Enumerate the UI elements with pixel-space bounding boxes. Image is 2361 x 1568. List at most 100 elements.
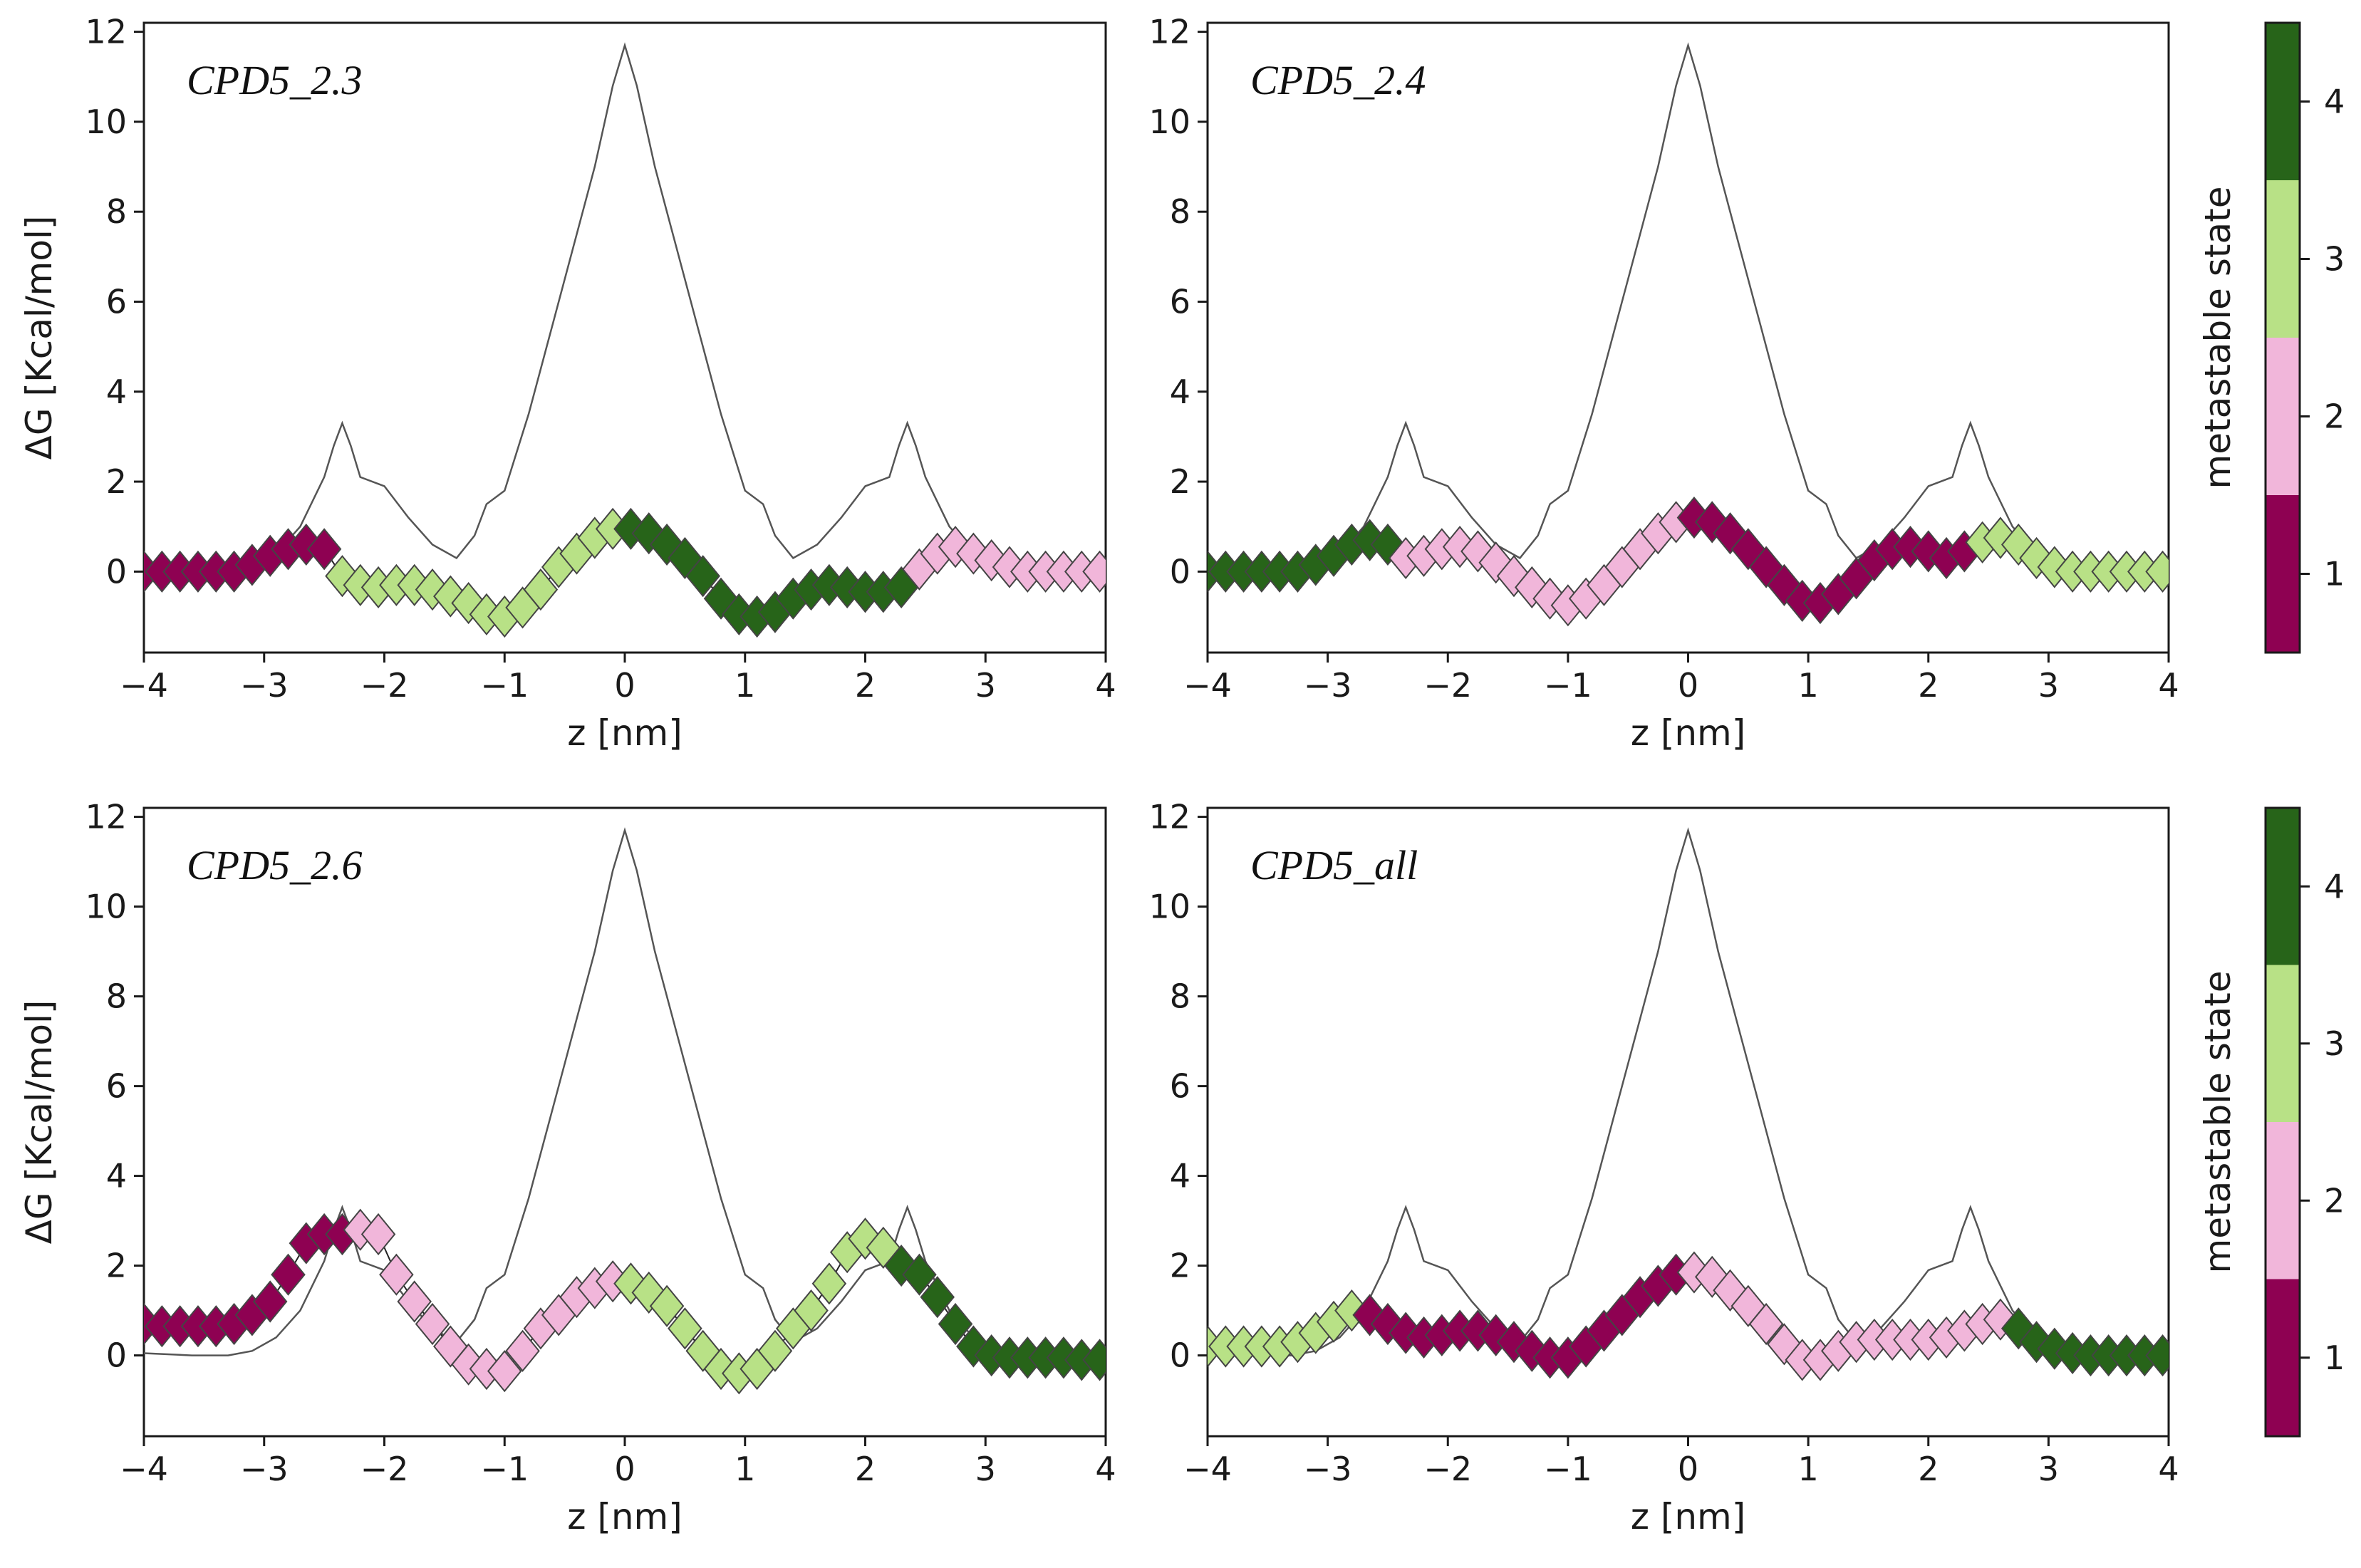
- x-tick-label: 1: [1797, 1450, 1818, 1488]
- colorbar-label: metastable state: [2197, 971, 2238, 1274]
- y-tick-label: 2: [106, 1247, 127, 1285]
- x-tick-label: 4: [1095, 666, 1116, 705]
- x-tick-label: −1: [1544, 666, 1592, 705]
- plot-area: [144, 827, 1106, 1395]
- data-point: [920, 1276, 955, 1319]
- data-point: [487, 1350, 522, 1393]
- data-point: [415, 1302, 450, 1346]
- data-point: [811, 1262, 847, 1305]
- y-tick-label: 10: [85, 103, 127, 141]
- x-tick-label: 0: [1678, 1450, 1698, 1488]
- x-tick-label: −3: [1304, 666, 1352, 705]
- colorbar-1: 1 2 3 4 metastable state: [2197, 21, 2345, 654]
- x-tick-label: 2: [1918, 666, 1939, 705]
- y-axis-label: ΔG [Kcal/mol]: [19, 216, 60, 460]
- data-point: [397, 1280, 432, 1323]
- data-point: [1082, 550, 1106, 593]
- y-tick-label: 6: [1170, 282, 1190, 321]
- y-tick-label: 4: [106, 373, 127, 411]
- y-axis-label: ΔG [Kcal/mol]: [19, 1000, 60, 1245]
- data-point: [668, 1307, 702, 1350]
- y-tick-label: 8: [106, 977, 127, 1016]
- x-tick-label: −3: [240, 1450, 289, 1488]
- data-point: [505, 1329, 540, 1372]
- reference-curve: [1208, 42, 2169, 573]
- data-point: [649, 1284, 685, 1327]
- y-tick-label: 2: [1170, 462, 1190, 501]
- colorbar-segment: [2266, 965, 2300, 1122]
- colorbar-segment: [2266, 338, 2300, 495]
- x-tick-label: −3: [240, 666, 289, 705]
- y-tick-label: 8: [1170, 192, 1190, 231]
- x-tick-label: 3: [2038, 1450, 2059, 1488]
- panel-title: CPD5_2.4: [1250, 57, 1426, 103]
- y-tick-label: 12: [85, 13, 127, 51]
- colorbar-segment: [2266, 1279, 2300, 1436]
- x-tick-label: −4: [1183, 666, 1232, 705]
- colorbar-segment: [2266, 180, 2300, 338]
- x-tick-label: 3: [975, 1450, 996, 1488]
- panel-title: CPD5_2.3: [187, 57, 363, 103]
- y-tick-label: 6: [1170, 1067, 1190, 1106]
- colorbar-tick-label: 1: [2324, 555, 2345, 593]
- colorbar-segment: [2266, 495, 2300, 653]
- data-point: [685, 555, 720, 598]
- x-tick-label: 0: [1678, 666, 1698, 705]
- data-point: [306, 528, 342, 571]
- colorbar-tick-label: 3: [2324, 240, 2345, 279]
- y-tick-label: 10: [1148, 888, 1190, 926]
- data-point: [1767, 1323, 1802, 1366]
- x-tick-label: −1: [1544, 1450, 1592, 1488]
- y-tick-label: 8: [1170, 977, 1190, 1016]
- reference-curve: [1208, 827, 2169, 1356]
- x-tick-label: 4: [2158, 1450, 2179, 1488]
- reference-curve: [144, 42, 1106, 573]
- colorbar-label: metastable state: [2197, 187, 2238, 489]
- data-point: [1767, 564, 1802, 606]
- x-tick-label: 3: [2038, 666, 2059, 705]
- x-tick-label: −2: [1423, 1450, 1472, 1488]
- x-tick-label: −4: [120, 666, 168, 705]
- data-point: [757, 1329, 793, 1372]
- colorbar-segment: [2266, 23, 2300, 180]
- x-tick-label: −4: [120, 1450, 168, 1488]
- data-point: [1496, 555, 1532, 598]
- y-tick-label: 12: [85, 798, 127, 836]
- data-point: [360, 1213, 396, 1256]
- y-tick-label: 0: [106, 552, 127, 591]
- x-tick-label: 1: [735, 1450, 755, 1488]
- x-axis-label: z [nm]: [567, 1496, 683, 1537]
- plot-area: [1208, 827, 2169, 1381]
- panel-title: CPD5_2.6: [187, 842, 363, 888]
- data-point: [1496, 1321, 1532, 1364]
- data-point: [523, 568, 559, 611]
- y-tick-label: 4: [106, 1157, 127, 1195]
- colorbar-segment: [2266, 1122, 2300, 1279]
- x-tick-label: 2: [1918, 1450, 1939, 1488]
- colorbar-tick-label: 3: [2324, 1024, 2345, 1063]
- y-tick-label: 6: [106, 282, 127, 321]
- y-tick-label: 0: [106, 1336, 127, 1375]
- y-tick-label: 10: [85, 888, 127, 926]
- data-point: [2145, 1334, 2169, 1377]
- x-axis-label: z [nm]: [1631, 712, 1746, 754]
- x-tick-label: −1: [480, 1450, 529, 1488]
- colorbar-tick-label: 4: [2324, 83, 2345, 121]
- colorbar-2: 1 2 3 4 metastable state: [2197, 806, 2345, 1438]
- data-point: [2145, 550, 2169, 593]
- x-tick-label: −1: [480, 666, 529, 705]
- colorbar-tick-label: 2: [2324, 1181, 2345, 1220]
- y-tick-label: 10: [1148, 103, 1190, 141]
- data-point: [902, 1253, 937, 1296]
- y-tick-label: 2: [1170, 1247, 1190, 1285]
- data-point: [1748, 1302, 1784, 1346]
- colorbar-frame: [2264, 806, 2301, 1438]
- colorbar-segment: [2266, 808, 2300, 965]
- y-tick-label: 6: [106, 1067, 127, 1106]
- colorbar-tick-label: 4: [2324, 867, 2345, 905]
- x-tick-label: −4: [1183, 1450, 1232, 1488]
